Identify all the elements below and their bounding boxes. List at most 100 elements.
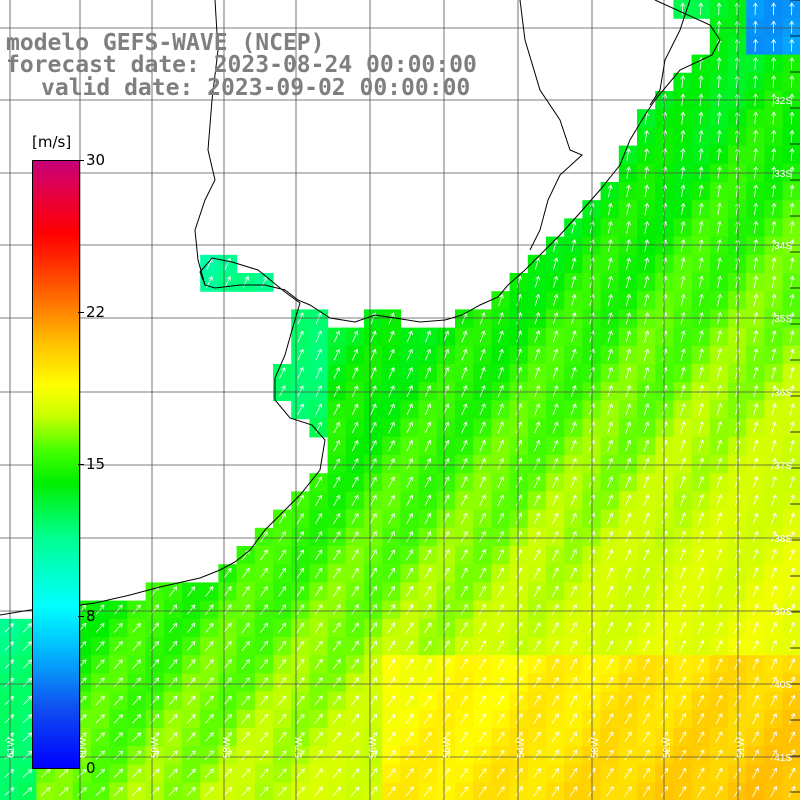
- wind-speed-cell: [254, 746, 274, 765]
- wind-speed-cell: [546, 709, 565, 729]
- wind-arrow: [552, 512, 559, 525]
- wind-speed-cell: [254, 691, 274, 711]
- wind-speed-cell: [91, 728, 110, 747]
- wind-speed-cell: [418, 436, 438, 456]
- wind-arrow: [315, 330, 322, 343]
- wind-arrow: [406, 348, 413, 361]
- wind-speed-cell: [673, 673, 693, 693]
- wind-speed-cell: [345, 655, 365, 674]
- wind-speed-cell: [91, 746, 110, 765]
- longitude-label: 61W: [6, 737, 17, 758]
- wind-arrow: [715, 658, 723, 670]
- wind-arrow: [625, 512, 632, 525]
- wind-arrow: [606, 658, 614, 670]
- wind-arrow: [260, 531, 268, 543]
- wind-arrow: [424, 531, 432, 543]
- wind-arrow: [533, 676, 541, 688]
- wind-speed-cell: [382, 473, 401, 492]
- wind-arrow: [680, 239, 686, 252]
- wind-arrow: [733, 694, 741, 707]
- wind-arrow: [387, 658, 396, 670]
- wind-speed-cell: [546, 746, 565, 765]
- wind-arrow: [717, 311, 722, 325]
- wind-arrow: [424, 366, 432, 379]
- wind-arrow: [716, 439, 723, 452]
- wind-speed-cell: [600, 764, 620, 784]
- wind-arrow: [789, 402, 795, 416]
- wind-arrow: [626, 239, 631, 252]
- wind-arrow: [113, 695, 123, 706]
- wind-speed-cell: [709, 637, 729, 656]
- wind-speed-cell: [327, 364, 347, 383]
- wind-arrow: [351, 403, 359, 416]
- wind-arrow: [697, 621, 705, 634]
- wind-arrow: [717, 239, 722, 252]
- wind-arrow: [789, 330, 795, 343]
- wind-arrow: [297, 348, 304, 361]
- wind-arrow: [369, 604, 377, 615]
- wind-speed-cell: [91, 600, 110, 620]
- wind-arrow: [168, 713, 178, 724]
- wind-arrow: [770, 767, 778, 779]
- wind-speed-cell: [364, 600, 383, 620]
- wind-arrow: [587, 786, 596, 797]
- wind-arrow: [715, 621, 723, 634]
- wind-arrow: [533, 640, 541, 652]
- wind-speed-cell: [637, 618, 656, 638]
- wind-speed-cell: [345, 418, 365, 438]
- wind-arrow: [333, 512, 341, 525]
- wind-arrow: [297, 403, 304, 415]
- wind-speed-cell: [509, 728, 529, 747]
- wind-speed-cell: [637, 655, 656, 674]
- wind-arrow: [497, 603, 505, 616]
- wind-speed-cell: [491, 637, 511, 656]
- wind-arrow: [626, 148, 631, 161]
- wind-speed-cell: [655, 691, 674, 711]
- wind-speed-cell: [691, 600, 711, 620]
- wind-speed-cell: [91, 618, 110, 638]
- wind-speed-cell: [527, 600, 547, 620]
- wind-speed-cell: [163, 728, 183, 747]
- wind-arrow: [697, 731, 705, 743]
- wind-arrow: [607, 312, 613, 325]
- wind-arrow: [296, 512, 304, 525]
- wind-arrow: [715, 640, 723, 652]
- wind-speed-cell: [91, 637, 110, 656]
- wind-arrow: [698, 512, 705, 525]
- wind-arrow: [387, 604, 396, 615]
- wind-arrow: [753, 184, 759, 198]
- wind-speed-cell: [145, 618, 165, 638]
- wind-arrow: [441, 731, 450, 743]
- wind-arrow: [770, 603, 777, 616]
- wind-arrow: [460, 658, 468, 670]
- wind-arrow: [277, 786, 287, 797]
- wind-arrow: [642, 713, 650, 725]
- wind-arrow: [424, 549, 432, 561]
- wind-arrow: [770, 621, 777, 634]
- wind-arrow: [498, 293, 504, 307]
- wind-speed-cell: [655, 618, 674, 638]
- wind-arrow: [388, 476, 395, 488]
- wind-arrow: [680, 184, 686, 198]
- wind-speed-cell: [345, 564, 365, 583]
- wind-arrow: [716, 111, 722, 125]
- wind-arrow: [497, 530, 504, 543]
- wind-speed-cell: [254, 673, 274, 693]
- wind-arrow: [626, 202, 631, 216]
- wind-arrow: [332, 731, 341, 742]
- wind-speed-cell: [491, 655, 511, 674]
- wind-arrow: [515, 567, 523, 579]
- wind-speed-cell: [491, 491, 511, 511]
- wind-speed-cell: [527, 746, 547, 765]
- wind-arrow: [279, 367, 286, 379]
- wind-arrow: [716, 366, 723, 380]
- wind-arrow: [642, 786, 650, 797]
- wind-arrow: [552, 439, 559, 452]
- wind-arrow: [387, 676, 396, 688]
- wind-arrow: [587, 749, 596, 761]
- wind-speed-cell: [364, 691, 383, 711]
- wind-speed-cell: [527, 618, 547, 638]
- wind-speed-cell: [345, 527, 365, 547]
- wind-arrow: [241, 750, 251, 760]
- wind-speed-cell: [145, 600, 165, 620]
